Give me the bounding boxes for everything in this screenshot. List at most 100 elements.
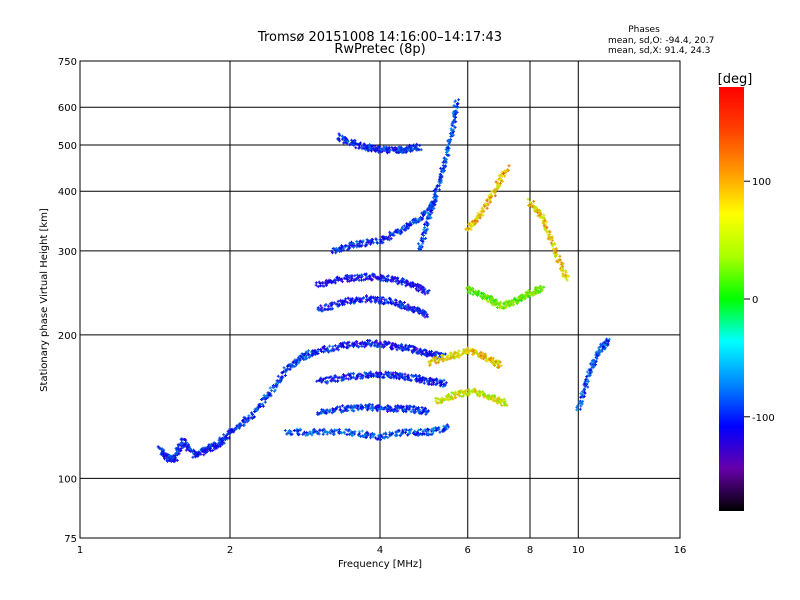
data-point — [353, 430, 357, 434]
data-point — [308, 430, 312, 434]
data-point — [366, 299, 370, 302]
data-point — [394, 371, 397, 375]
data-point — [379, 433, 383, 437]
data-point — [418, 380, 422, 384]
colorbar — [719, 87, 744, 511]
data-point — [382, 373, 386, 377]
data-point — [335, 347, 339, 351]
data-point — [253, 415, 256, 419]
data-point — [360, 299, 364, 303]
data-point — [280, 375, 284, 379]
data-point — [205, 448, 209, 452]
data-point — [421, 375, 425, 379]
data-point — [346, 346, 350, 350]
data-point — [321, 432, 325, 436]
data-point — [247, 416, 251, 420]
data-point — [277, 381, 280, 384]
data-point — [217, 442, 221, 445]
data-point — [322, 377, 325, 381]
data-point — [424, 408, 428, 412]
data-point — [331, 345, 335, 349]
data-point — [274, 382, 278, 386]
data-point — [197, 450, 201, 454]
data-point — [406, 346, 410, 350]
data-point — [293, 359, 297, 363]
data-point — [318, 428, 321, 432]
y-tick-label: 750 — [58, 57, 77, 68]
data-point — [263, 400, 267, 404]
data-point — [242, 418, 245, 422]
data-point — [327, 304, 330, 308]
colorbar-tick-label: 100 — [752, 177, 771, 188]
data-point — [365, 294, 368, 298]
data-point — [447, 425, 451, 429]
y-tick-label: 300 — [58, 247, 77, 258]
data-point — [320, 306, 324, 310]
data-point — [190, 449, 194, 453]
data-point — [336, 405, 339, 409]
data-point — [443, 428, 447, 432]
data-point — [355, 344, 359, 348]
data-point — [426, 409, 430, 413]
data-point — [312, 427, 316, 431]
data-point — [329, 379, 333, 383]
data-point — [289, 430, 293, 434]
data-point — [233, 427, 237, 431]
data-point — [417, 350, 421, 354]
data-point — [356, 404, 360, 408]
data-point — [322, 427, 326, 431]
data-point — [386, 436, 390, 440]
data-point — [360, 340, 364, 344]
data-point — [359, 341, 363, 345]
data-point — [419, 428, 423, 431]
y-tick-label: 100 — [58, 474, 77, 485]
data-point — [189, 447, 192, 451]
data-point — [222, 433, 226, 437]
data-point — [353, 299, 356, 303]
data-point — [369, 300, 373, 304]
y-tick-label: 600 — [58, 103, 77, 114]
data-point — [384, 340, 388, 344]
data-point — [341, 410, 345, 413]
data-point — [371, 432, 374, 435]
data-point — [332, 376, 336, 379]
data-point — [305, 431, 309, 435]
data-point — [333, 344, 337, 348]
data-point — [413, 408, 417, 412]
data-point — [371, 435, 375, 439]
data-point — [428, 377, 432, 380]
data-point — [438, 380, 442, 384]
data-point — [369, 296, 373, 300]
data-point — [319, 377, 322, 381]
x-tick-label: 4 — [377, 545, 383, 556]
data-point — [315, 379, 319, 383]
data-point — [428, 432, 432, 436]
data-point — [370, 406, 374, 410]
data-point — [379, 340, 382, 344]
data-point — [293, 365, 297, 368]
data-point — [413, 346, 417, 349]
data-point — [361, 374, 365, 378]
data-point — [298, 427, 302, 431]
data-point — [230, 428, 234, 432]
chart-subtitle: RwPretec (8p) — [334, 42, 425, 57]
data-point — [397, 428, 401, 432]
data-point — [356, 408, 360, 412]
data-point — [426, 382, 430, 386]
data-point — [343, 408, 347, 412]
x-axis-label: Frequency [MHz] — [338, 559, 422, 570]
data-point — [396, 344, 400, 348]
data-point — [352, 372, 356, 376]
data-point — [425, 410, 429, 414]
data-point — [232, 430, 236, 434]
data-point — [393, 404, 397, 408]
data-point — [342, 431, 346, 435]
data-point — [359, 372, 363, 376]
data-point — [437, 427, 441, 431]
data-point — [347, 373, 351, 377]
data-point — [394, 433, 398, 437]
data-point — [199, 452, 203, 456]
data-point — [417, 378, 421, 382]
data-point — [362, 296, 365, 300]
data-point — [403, 372, 407, 376]
